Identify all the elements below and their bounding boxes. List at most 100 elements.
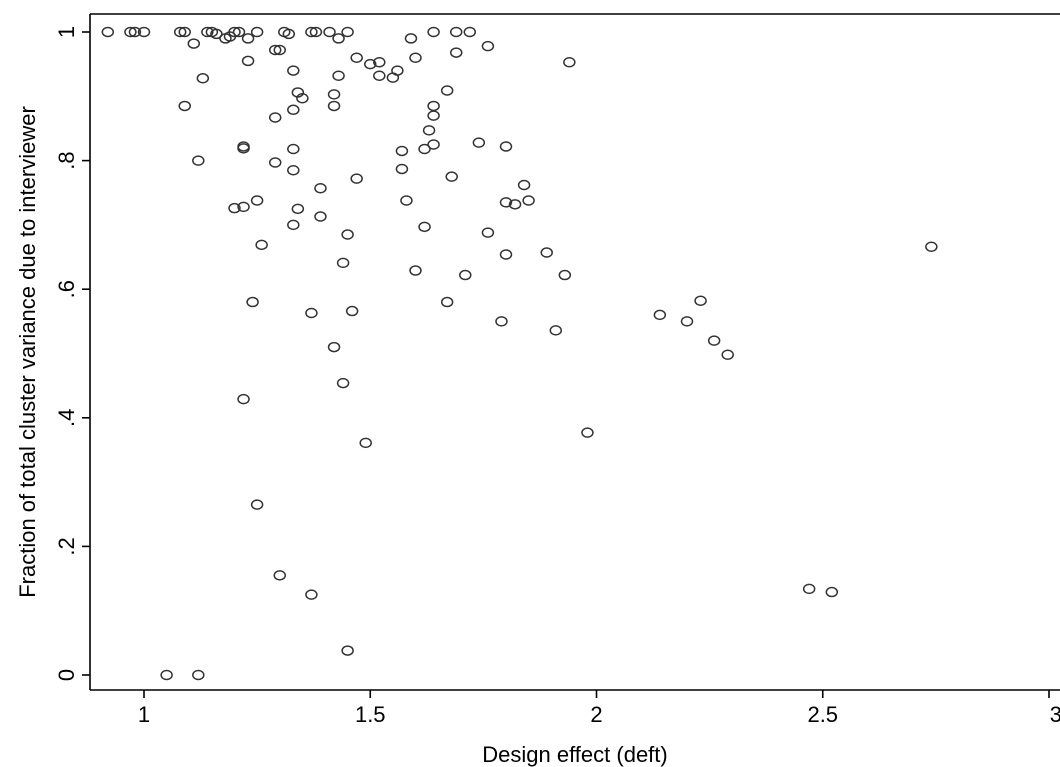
data-point <box>241 55 255 67</box>
data-point <box>350 173 363 184</box>
data-point <box>400 195 413 206</box>
data-point <box>373 70 386 81</box>
data-point <box>445 171 458 182</box>
data-point <box>440 85 454 96</box>
data-point <box>680 316 694 327</box>
data-point <box>323 26 336 38</box>
data-point <box>314 211 327 222</box>
data-point <box>250 195 264 206</box>
y-tick-label: .8 <box>54 151 79 169</box>
data-point <box>472 137 486 148</box>
data-point <box>327 341 341 353</box>
data-point <box>517 179 531 191</box>
data-point <box>124 26 137 38</box>
data-point <box>481 227 495 238</box>
data-point <box>449 47 463 58</box>
data-point <box>440 296 454 308</box>
data-point <box>373 56 386 68</box>
data-point <box>581 427 594 438</box>
data-point <box>418 221 431 233</box>
data-point <box>694 295 707 307</box>
data-point <box>250 26 264 38</box>
data-point <box>336 377 350 389</box>
data-point <box>395 163 409 175</box>
data-point <box>364 58 377 70</box>
y-axis-ticks: 0 .2 .4 .6 .8 1 <box>54 26 90 681</box>
data-point <box>427 139 440 150</box>
data-point <box>549 325 563 336</box>
y-axis-title: Fraction of total cluster variance due t… <box>15 106 40 598</box>
data-point <box>237 143 250 154</box>
data-point <box>327 100 341 112</box>
data-point <box>499 197 513 208</box>
x-tick-label: 1 <box>138 702 150 727</box>
data-point <box>395 145 409 157</box>
data-point <box>359 437 372 449</box>
data-point <box>219 33 232 44</box>
data-point <box>925 241 938 253</box>
data-point <box>427 100 440 112</box>
data-point <box>305 589 318 600</box>
data-point <box>255 239 268 251</box>
data-point <box>273 570 286 581</box>
data-point <box>332 33 345 44</box>
y-tick-label: 1 <box>54 26 79 38</box>
x-axis-title: Design effect (deft) <box>482 742 667 767</box>
data-point <box>409 265 422 276</box>
data-point <box>291 203 305 215</box>
data-point <box>296 92 309 104</box>
data-point <box>314 182 327 194</box>
data-point <box>237 201 250 213</box>
data-point <box>449 26 463 38</box>
data-point <box>192 155 205 166</box>
data-point <box>341 26 354 38</box>
x-tick-label: 2.5 <box>807 702 838 727</box>
data-point <box>563 56 576 68</box>
x-axis-ticks: 1 1.5 2 2.5 3 <box>138 690 1060 727</box>
data-point <box>495 316 508 327</box>
data-point <box>287 104 300 116</box>
data-point <box>246 296 259 308</box>
data-point <box>268 112 282 123</box>
data-point <box>268 157 282 168</box>
data-point <box>332 70 345 81</box>
data-point <box>228 202 241 214</box>
data-point <box>210 28 223 40</box>
data-point <box>101 26 115 38</box>
data-point <box>341 645 354 656</box>
data-point <box>241 33 255 44</box>
data-point <box>160 669 173 681</box>
data-point <box>309 26 323 38</box>
data-point <box>350 52 363 63</box>
data-point <box>653 309 667 321</box>
data-point <box>268 44 282 56</box>
data-point <box>287 219 300 231</box>
data-point <box>721 349 734 361</box>
data-point <box>187 38 201 49</box>
data-point <box>232 26 246 38</box>
data-point <box>427 26 440 38</box>
data-point <box>237 393 250 405</box>
data-point <box>522 195 535 206</box>
data-point <box>305 307 318 319</box>
data-point <box>128 26 142 38</box>
data-point <box>422 125 436 136</box>
data-point <box>336 257 350 269</box>
data-point <box>287 164 300 176</box>
x-tick-label: 3 <box>1050 702 1060 727</box>
data-point <box>404 33 418 44</box>
data-point <box>282 28 296 40</box>
data-point <box>178 26 191 38</box>
y-tick-label: .2 <box>54 537 79 555</box>
plot-area <box>89 13 1060 691</box>
data-point <box>409 52 422 63</box>
data-point <box>327 89 341 100</box>
data-point <box>201 26 214 38</box>
data-point <box>137 26 151 38</box>
x-tick-label: 2 <box>590 702 602 727</box>
data-point <box>707 335 721 346</box>
data-point <box>427 110 440 121</box>
data-points <box>101 26 938 681</box>
data-point <box>499 141 513 152</box>
